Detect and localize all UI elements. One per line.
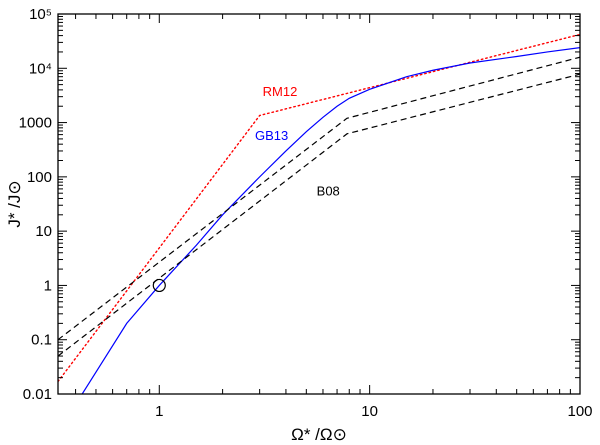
y-tick-label: 10⁴	[29, 60, 52, 77]
y-tick-label: 1	[44, 277, 52, 294]
y-axis-title: J* /J⊙	[5, 180, 24, 227]
x-tick-label: 100	[567, 403, 592, 420]
y-tick-label: 0.1	[31, 332, 52, 349]
series-line-gb13	[81, 47, 580, 394]
series-line-rm12	[58, 33, 580, 383]
marker-layer	[152, 278, 166, 293]
tick-layer	[58, 13, 581, 395]
annotation-layer: RM12 GB13 B08	[255, 84, 340, 199]
y-tick-label: 10⁵	[29, 6, 52, 23]
y-tick-label: 100	[27, 169, 52, 186]
x-tick-label: 10	[361, 403, 378, 420]
y-tick-label: 1000	[19, 115, 52, 132]
series-label-b08: B08	[317, 184, 340, 199]
sun-reference-marker	[152, 278, 166, 293]
x-axis-title: Ω* /Ω⊙	[291, 425, 347, 444]
series-line-b08-lower	[58, 73, 580, 357]
series-line-b08-upper	[58, 56, 580, 341]
label-layer: 1 10 100 0.01 0.1 1 10 100 1000 10⁴ 10⁵	[19, 6, 593, 420]
series-label-rm12: RM12	[263, 84, 298, 99]
series-layer	[58, 33, 580, 394]
y-tick-label: 0.01	[23, 386, 52, 403]
y-tick-label: 10	[35, 223, 52, 240]
x-tick-label: 1	[155, 403, 163, 420]
series-label-gb13: GB13	[255, 128, 288, 143]
plot-frame	[57, 13, 581, 395]
